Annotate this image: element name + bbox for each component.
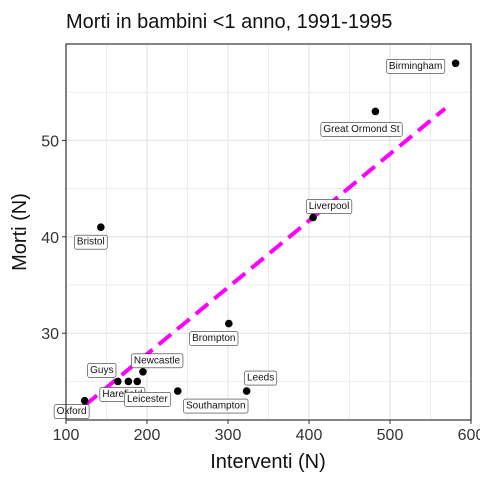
x-tick-label: 600 (458, 427, 480, 444)
x-tick-label: 500 (377, 427, 404, 444)
y-tick-label: 50 (41, 133, 59, 150)
data-point (97, 223, 105, 231)
point-label-box (305, 199, 353, 214)
x-axis-label: Interventi (N) (210, 451, 326, 473)
data-point (133, 377, 142, 386)
point-label-box (87, 363, 117, 378)
point-labels: Birmingham Great Ormond St Liverpool Bristo… (53, 58, 446, 420)
data-point (242, 387, 251, 395)
point-label-text: Birmingham (389, 61, 442, 72)
data-point (80, 396, 89, 405)
y-tick-label: 40 (41, 230, 59, 247)
data-point (139, 367, 147, 376)
data-point (225, 319, 233, 328)
data-point (114, 377, 122, 386)
point-label-text: Newcastle (134, 355, 181, 366)
tick-labels: 100 200 300 400 500 600 30 40 50 (41, 133, 480, 444)
point-label-box (131, 353, 184, 369)
panel-border (65, 43, 472, 421)
point-label-box (183, 398, 249, 414)
point-label-box (320, 122, 403, 137)
point-label: Guys (87, 363, 117, 378)
x-tick-label: 400 (296, 427, 323, 444)
point-label: Leeds (244, 370, 278, 386)
point-label-text: Leicester (127, 394, 168, 405)
point-label: Birmingham (386, 58, 446, 74)
point-label-box (189, 331, 239, 346)
point-label-box (386, 58, 446, 74)
point-label-text: Leeds (247, 373, 274, 384)
data-point (124, 377, 133, 386)
point-label: Oxford (53, 404, 90, 420)
point-label-text: Oxford (57, 406, 87, 417)
point-label-text: Southampton (186, 401, 246, 412)
point-label-box (244, 370, 278, 386)
point-label: Southampton (183, 398, 249, 414)
point-label: Great Ormond St (320, 122, 403, 137)
point-label-text: Bristol (77, 237, 105, 248)
x-tick-label: 100 (53, 427, 80, 444)
point-label-text: Liverpool (309, 201, 350, 212)
point-label-box (74, 234, 108, 250)
point-label-text: Guys (90, 365, 113, 376)
data-point (173, 387, 182, 395)
point-label-text: Brompton (192, 333, 235, 344)
point-label: Leicester (124, 392, 172, 407)
y-axis-label: Morti (N) (9, 193, 31, 271)
chart-title: Morti in bambini <1 anno, 1991-1995 (66, 11, 392, 33)
x-tick-label: 300 (215, 427, 242, 444)
point-label-text: Harefield (102, 389, 142, 400)
data-point (451, 59, 460, 68)
point-label: Bristol (74, 234, 108, 250)
point-label-text: Great Ormond St (323, 124, 399, 135)
point-label: Liverpool (305, 199, 353, 214)
data-point (371, 107, 380, 116)
x-tick-label: 200 (134, 427, 161, 444)
y-tick-label: 30 (41, 326, 59, 343)
point-label: Brompton (189, 331, 239, 346)
point-label-box (53, 404, 90, 420)
data-point (309, 213, 317, 222)
point-label: Newcastle (131, 353, 184, 369)
data-points (80, 59, 460, 405)
point-label-box (124, 392, 172, 407)
